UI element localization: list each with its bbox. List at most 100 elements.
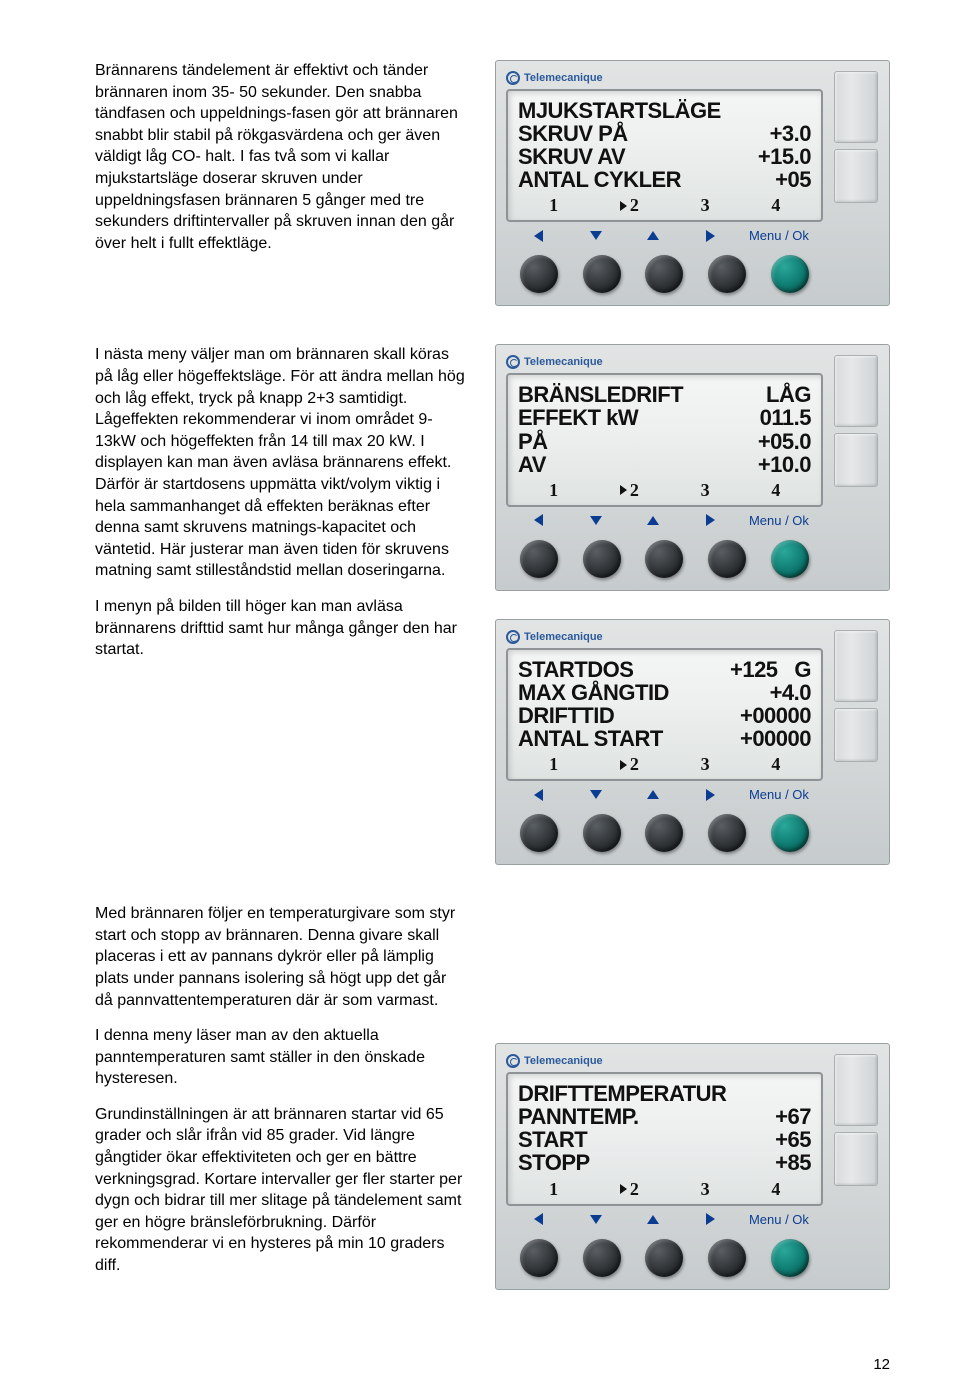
nav-button-down[interactable] [583,814,621,852]
paragraph: I nästa meny väljer man om brännaren ska… [95,344,465,582]
arrow-label-row: Menu / Ok [506,1212,823,1227]
nav-button-down[interactable] [583,540,621,578]
ok-button[interactable] [771,540,809,578]
button-row [506,540,823,578]
nav-number: 4 [771,480,780,501]
side-slot [834,1054,878,1126]
lcd-value: +05 [775,168,811,191]
lcd-value: +15.0 [758,145,811,168]
arrow-right-icon [706,1213,715,1225]
lcd-text: SKRUV PÅ [518,122,628,145]
brand-text: Telemecanique [524,1055,603,1067]
nav-number: 2 [630,195,639,216]
nav-button-right[interactable] [708,1239,746,1277]
lcd-text: PÅ [518,430,548,453]
lcd-nav-row: 1 2 3 4 [518,195,811,216]
nav-button-up[interactable] [645,814,683,852]
arrow-left-icon [534,1213,543,1225]
side-slot [834,355,878,427]
device-brand: Telemecanique [506,355,823,369]
lcd-text: EFFEKT kW [518,406,638,429]
nav-number: 4 [771,754,780,775]
arrow-left-icon [534,789,543,801]
paragraph: I denna meny läser man av den aktuella p… [95,1025,465,1090]
lcd-value: +85 [775,1151,811,1174]
brand-text: Telemecanique [524,356,603,368]
arrow-left-icon [534,514,543,526]
nav-button-left[interactable] [520,540,558,578]
arrow-up-icon [647,231,659,240]
menu-ok-label: Menu / Ok [739,787,819,802]
lcd-value: LÅG [766,383,811,406]
lcd-text: ANTAL CYKLER [518,168,681,191]
nav-number: 1 [549,480,558,501]
brand-logo-icon [506,630,520,644]
text-block-3: Med brännaren följer en temperaturgivare… [95,903,465,1291]
nav-number: 2 [630,754,639,775]
lcd-value: 011.5 [760,406,811,429]
lcd-screen: DRIFTTEMPERATUR PANNTEMP.+67 START+65 ST… [506,1072,823,1205]
side-slot [834,708,878,762]
lcd-value: +4.0 [770,681,811,704]
page-number: 12 [873,1356,890,1373]
arrow-up-icon [647,790,659,799]
cursor-icon [620,485,627,495]
lcd-text: DRIFTTEMPERATUR [518,1082,726,1105]
arrow-down-icon [590,790,602,799]
device-brand: Telemecanique [506,1054,823,1068]
text-block-1: Brännarens tändelement är effektivt och … [95,60,465,306]
nav-button-right[interactable] [708,255,746,293]
arrow-right-icon [706,230,715,242]
cursor-icon [620,760,627,770]
arrow-down-icon [590,516,602,525]
paragraph: I menyn på bilden till höger kan man avl… [95,596,465,661]
lcd-text: DRIFTTID [518,704,614,727]
nav-button-down[interactable] [583,1239,621,1277]
side-slot [834,1132,878,1186]
lcd-value: +125 G [730,658,811,681]
nav-number: 4 [771,1179,780,1200]
button-row [506,814,823,852]
nav-button-up[interactable] [645,540,683,578]
ok-button[interactable] [771,814,809,852]
lcd-value: +67 [775,1105,811,1128]
nav-button-right[interactable] [708,814,746,852]
lcd-value: +00000 [740,704,811,727]
side-slot [834,71,878,143]
arrow-right-icon [706,789,715,801]
lcd-value: +65 [775,1128,811,1151]
nav-number: 3 [701,1179,710,1200]
brand-logo-icon [506,71,520,85]
paragraph: Grundinställningen är att brännaren star… [95,1104,465,1277]
cursor-icon [620,201,627,211]
lcd-value: +00000 [740,727,811,750]
lcd-screen: MJUKSTARTSLÄGE SKRUV PÅ+3.0 SKRUV AV+15.… [506,89,823,222]
arrow-label-row: Menu / Ok [506,513,823,528]
nav-button-up[interactable] [645,1239,683,1277]
device-panel-4: Telemecanique DRIFTTEMPERATUR PANNTEMP.+… [495,1043,890,1289]
nav-button-right[interactable] [708,540,746,578]
arrow-up-icon [647,1215,659,1224]
nav-button-left[interactable] [520,1239,558,1277]
nav-number: 3 [701,754,710,775]
brand-text: Telemecanique [524,631,603,643]
side-slot [834,149,878,203]
ok-button[interactable] [771,255,809,293]
device-panel-1: Telemecanique MJUKSTARTSLÄGE SKRUV PÅ+3.… [495,60,890,306]
nav-button-down[interactable] [583,255,621,293]
device-brand: Telemecanique [506,630,823,644]
nav-button-up[interactable] [645,255,683,293]
nav-number: 3 [701,195,710,216]
lcd-nav-row: 1 2 3 4 [518,480,811,501]
nav-button-left[interactable] [520,255,558,293]
device-panel-3: Telemecanique STARTDOS+125 G MAX GÅNGTID… [495,619,890,865]
lcd-text: SKRUV AV [518,145,625,168]
nav-number: 1 [549,195,558,216]
device-brand: Telemecanique [506,71,823,85]
lcd-text: STOPP [518,1151,590,1174]
paragraph: Med brännaren följer en temperaturgivare… [95,903,465,1011]
nav-number: 1 [549,754,558,775]
lcd-nav-row: 1 2 3 4 [518,754,811,775]
nav-button-left[interactable] [520,814,558,852]
ok-button[interactable] [771,1239,809,1277]
